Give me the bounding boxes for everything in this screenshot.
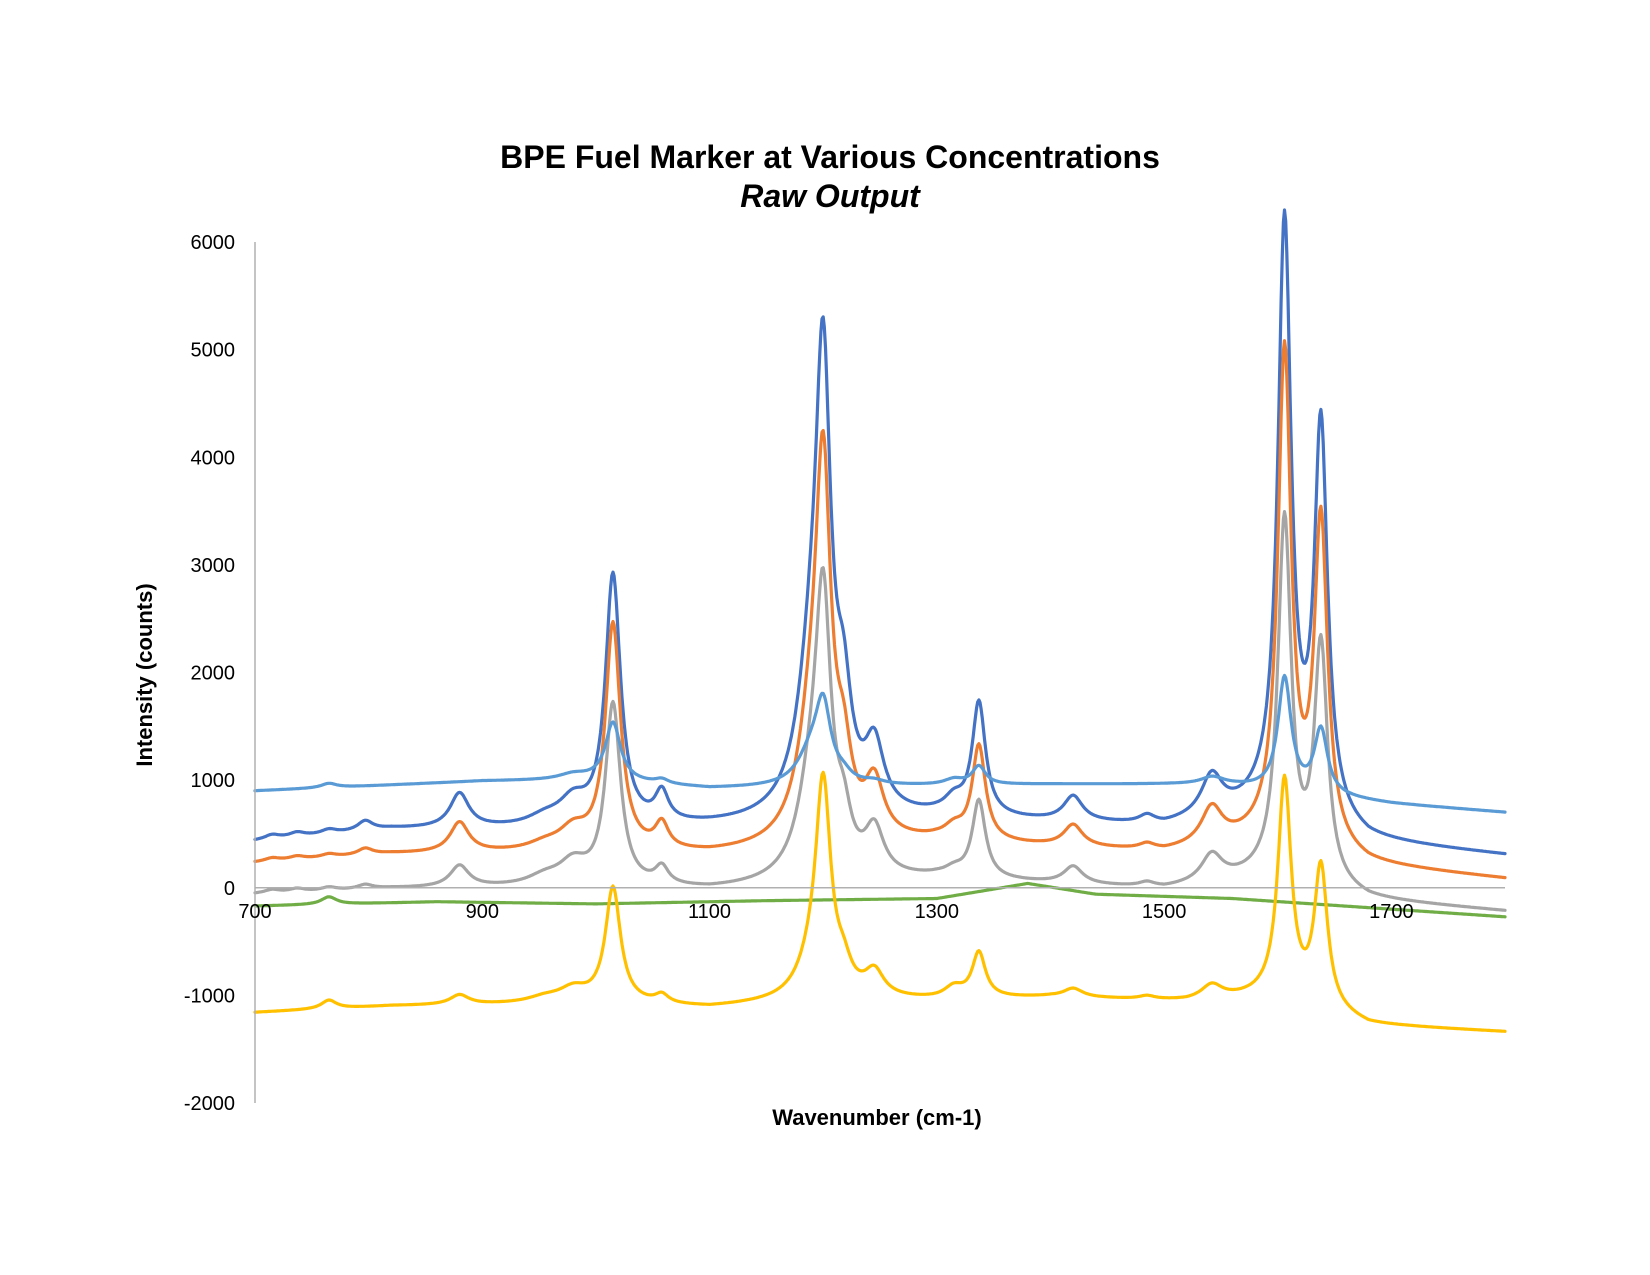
y-tick-label: 4000 (191, 447, 236, 469)
x-tick-label: 700 (238, 901, 271, 923)
y-tick-label: 5000 (191, 340, 236, 362)
series-layer (253, 208, 1507, 1033)
series-line-5 (253, 881, 1507, 919)
y-tick-label: -2000 (184, 1093, 235, 1115)
chart-title: BPE Fuel Marker at Various Concentration… (500, 139, 1160, 175)
x-axis-label: Wavenumber (cm-1) (772, 1105, 981, 1130)
series-line-4 (253, 673, 1507, 814)
x-tick-label: 1500 (1142, 901, 1187, 923)
x-tick-label: 900 (466, 901, 499, 923)
series-line-2 (253, 339, 1507, 880)
x-tick-label: 1300 (915, 901, 960, 923)
y-tick-label: 1000 (191, 770, 236, 792)
y-tick-label: -1000 (184, 985, 235, 1007)
x-tick-label: 1700 (1369, 901, 1414, 923)
series-line-1 (253, 208, 1507, 856)
chart-subtitle: Raw Output (740, 178, 921, 214)
y-tick-label: 3000 (191, 555, 236, 577)
x-tick-label: 1100 (688, 901, 731, 923)
y-axis-label: Intensity (counts) (132, 583, 157, 766)
y-tick-label: 0 (224, 878, 235, 900)
series-line-6 (253, 770, 1507, 1033)
x-tick-labels: 700 900 1100 1300 1500 1700 (238, 901, 1413, 923)
y-tick-labels: 6000 5000 4000 3000 2000 1000 0 -1000 -2000 (184, 232, 235, 1115)
y-tick-label: 6000 (191, 232, 236, 254)
y-tick-label: 2000 (191, 663, 236, 685)
